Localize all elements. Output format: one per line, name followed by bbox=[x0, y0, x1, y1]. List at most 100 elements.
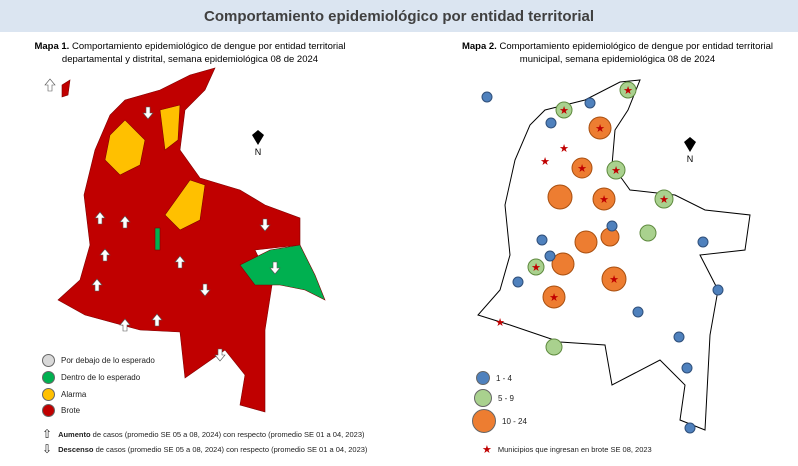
north-arrow bbox=[252, 130, 264, 145]
circle bbox=[584, 97, 596, 109]
island bbox=[61, 79, 71, 98]
circles-medium bbox=[527, 81, 674, 356]
legend-label: Alarma bbox=[61, 390, 87, 399]
alarma-region bbox=[159, 104, 181, 151]
decoration bbox=[476, 371, 490, 385]
legend-item: 1 - 4 bbox=[476, 371, 512, 385]
star-legend: ★ Municipios que ingresan en brote SE 08,… bbox=[482, 443, 652, 456]
circle bbox=[571, 157, 593, 179]
circle bbox=[619, 81, 637, 99]
arrow-text: de casos (promedio SE 05 a 08, 2024) con… bbox=[95, 444, 368, 454]
legend-label: Brote bbox=[61, 406, 81, 415]
alarma-region bbox=[164, 179, 206, 231]
circle bbox=[555, 101, 573, 119]
arrow-text: de casos (promedio SE 05 a 08, 2024) con… bbox=[92, 429, 365, 439]
star: ★ bbox=[559, 143, 569, 155]
circle bbox=[512, 276, 524, 288]
star: ★ bbox=[659, 194, 669, 206]
north-label: N bbox=[687, 154, 694, 164]
alarma-region bbox=[104, 119, 146, 176]
legend-item: 5 - 9 bbox=[474, 389, 514, 407]
colombia-outline bbox=[477, 79, 751, 431]
decoration: ⇧ bbox=[42, 427, 53, 441]
dentro-region bbox=[239, 244, 326, 301]
circle bbox=[527, 258, 545, 276]
star: ★ bbox=[599, 194, 609, 206]
circles-large bbox=[542, 116, 627, 309]
circle bbox=[697, 236, 709, 248]
star-legend-label: Municipios que ingresan en brote SE 08, … bbox=[497, 445, 652, 454]
map2: ★ ★ ★ ★ ★ ★ ★ ★ ★ ★ ★ ★ ★ N bbox=[477, 79, 751, 434]
arrow bbox=[119, 318, 131, 332]
legend-item: Por debajo de lo esperado bbox=[42, 354, 155, 367]
circle bbox=[654, 189, 674, 209]
circle bbox=[574, 230, 598, 254]
arrow bbox=[259, 218, 271, 232]
circle bbox=[606, 160, 626, 180]
decoration bbox=[474, 389, 492, 407]
north-label: N bbox=[255, 147, 262, 157]
map2-caption: Mapa 2. Comportamiento epidemiológico de… bbox=[440, 40, 795, 66]
legend-label: Dentro de lo esperado bbox=[61, 373, 141, 382]
decoration: Aumento de casos (promedio SE 05 a 08, 2… bbox=[58, 430, 364, 439]
arrow bbox=[174, 255, 186, 269]
map1: N bbox=[44, 67, 326, 413]
arrow bbox=[119, 215, 131, 229]
star: ★ bbox=[531, 262, 541, 274]
decoration bbox=[42, 371, 55, 384]
decoration: ★ bbox=[482, 444, 492, 456]
star: ★ bbox=[611, 165, 621, 177]
circle bbox=[632, 306, 644, 318]
star: ★ bbox=[540, 156, 550, 168]
circle bbox=[712, 284, 724, 296]
arrow bbox=[94, 211, 106, 225]
arrow bbox=[269, 261, 281, 275]
stars: ★ ★ ★ ★ ★ ★ ★ ★ ★ ★ ★ ★ ★ bbox=[495, 85, 669, 329]
arrows bbox=[44, 78, 281, 362]
caption-text: Comportamiento epidemiológico de dengue … bbox=[61, 41, 346, 65]
circle bbox=[547, 184, 573, 210]
circle bbox=[545, 338, 563, 356]
arrow bbox=[99, 248, 111, 262]
legend-item: Alarma bbox=[42, 388, 86, 401]
legend-item: Brote bbox=[42, 404, 80, 417]
star: ★ bbox=[549, 292, 559, 304]
caption-label: Mapa 2. bbox=[461, 41, 497, 52]
decoration bbox=[42, 388, 55, 401]
circle bbox=[544, 250, 556, 262]
decoration: ⇩ bbox=[42, 442, 53, 456]
arrow bbox=[142, 106, 154, 120]
circle bbox=[545, 117, 557, 129]
decoration bbox=[42, 404, 55, 417]
dentro-region bbox=[154, 227, 161, 251]
header-title: Comportamiento epidemiológico por entida… bbox=[0, 0, 798, 32]
star: ★ bbox=[623, 85, 633, 97]
legend-label: 1 - 4 bbox=[496, 373, 513, 383]
circle bbox=[592, 187, 616, 211]
decoration bbox=[42, 354, 55, 367]
arrow bbox=[151, 313, 163, 327]
arrow bbox=[214, 348, 226, 362]
circle bbox=[606, 220, 618, 232]
legend-label: Por debajo de lo esperado bbox=[61, 356, 155, 365]
legend-label: 10 - 24 bbox=[502, 416, 527, 426]
circle bbox=[481, 91, 493, 103]
arrow bbox=[91, 278, 103, 292]
map1-caption: Mapa 1. Comportamiento epidemiológico de… bbox=[20, 40, 360, 66]
star: ★ bbox=[609, 274, 619, 286]
circle bbox=[684, 422, 696, 434]
arrow-legend: ⇧ Aumento de casos (promedio SE 05 a 08, … bbox=[42, 427, 365, 441]
decoration bbox=[472, 409, 496, 433]
arrow bbox=[44, 78, 56, 92]
circles-small bbox=[481, 91, 724, 434]
caption-label: Mapa 1. bbox=[34, 41, 70, 52]
circle bbox=[551, 252, 575, 276]
star: ★ bbox=[495, 317, 505, 329]
circle bbox=[639, 224, 657, 242]
caption-text: Comportamiento epidemiológico de dengue … bbox=[499, 41, 774, 65]
arrow-bold: Aumento bbox=[58, 429, 91, 439]
circle bbox=[601, 266, 627, 292]
circle bbox=[588, 116, 612, 140]
